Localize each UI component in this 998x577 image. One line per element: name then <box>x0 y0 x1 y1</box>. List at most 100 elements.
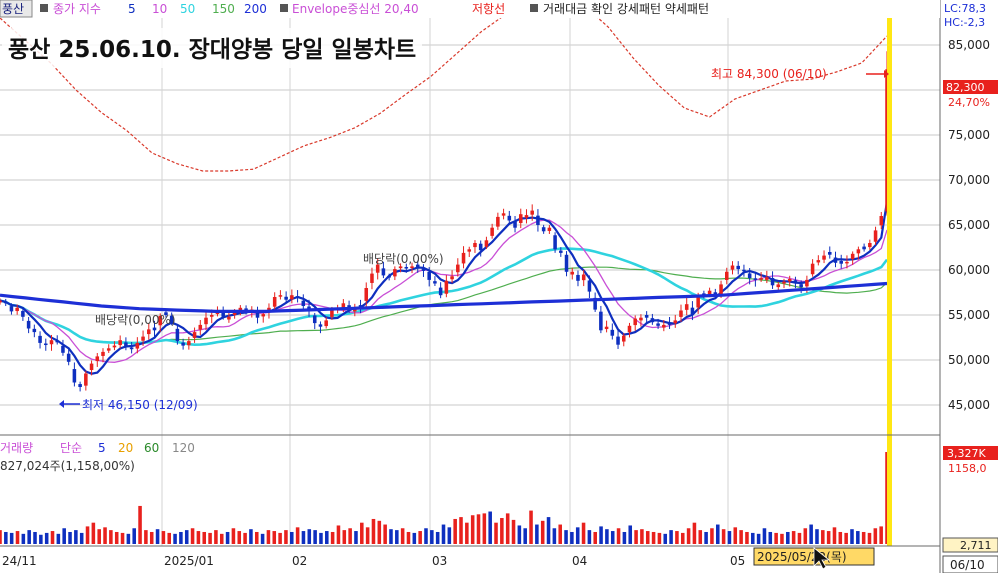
candle-body[interactable] <box>398 266 403 269</box>
candle-body[interactable] <box>599 311 603 331</box>
volume-bar[interactable] <box>715 524 720 545</box>
volume-bar[interactable] <box>430 530 434 545</box>
volume-bar[interactable] <box>721 529 726 545</box>
volume-bar[interactable] <box>692 522 697 545</box>
candle-body[interactable] <box>507 215 512 221</box>
candle-body[interactable] <box>3 301 8 304</box>
volume-bar[interactable] <box>74 530 78 545</box>
volume-bar[interactable] <box>704 531 708 545</box>
candle-body[interactable] <box>427 271 431 280</box>
volume-bar[interactable] <box>459 517 463 545</box>
volume-bar[interactable] <box>290 531 294 545</box>
candle-body[interactable] <box>713 292 718 296</box>
candle-body[interactable] <box>89 363 94 371</box>
candle-body[interactable] <box>272 297 277 307</box>
volume-bar[interactable] <box>278 532 282 545</box>
volume-bar[interactable] <box>552 528 557 545</box>
candle-body[interactable] <box>21 310 25 317</box>
candle-body[interactable] <box>879 216 884 226</box>
volume-bar[interactable] <box>447 527 452 545</box>
volume-bar[interactable] <box>319 532 323 545</box>
volume-bar[interactable] <box>675 531 679 545</box>
volume-bar[interactable] <box>243 532 247 545</box>
volume-bar[interactable] <box>9 532 14 545</box>
candle-body[interactable] <box>330 310 334 317</box>
candle-body[interactable] <box>850 253 855 260</box>
candle-body[interactable] <box>118 340 122 346</box>
volume-bar[interactable] <box>727 531 732 545</box>
volume-bar[interactable] <box>867 532 872 545</box>
candle-body[interactable] <box>364 288 369 301</box>
candle-body[interactable] <box>770 278 775 286</box>
candle-body[interactable] <box>112 345 117 348</box>
candle-body[interactable] <box>673 320 678 324</box>
volume-bar[interactable] <box>33 531 37 545</box>
volume-bar[interactable] <box>395 530 399 545</box>
candle-body[interactable] <box>782 281 786 284</box>
candle-body[interactable] <box>679 310 683 317</box>
candle-body[interactable] <box>444 280 449 294</box>
candle-body[interactable] <box>747 273 752 279</box>
volume-bar[interactable] <box>313 530 317 545</box>
candle-body[interactable] <box>278 295 283 297</box>
volume-bar[interactable] <box>126 533 131 545</box>
candle-body[interactable] <box>730 265 735 270</box>
candle-body[interactable] <box>530 210 534 215</box>
candle-body[interactable] <box>484 240 489 247</box>
candle-body[interactable] <box>822 255 826 260</box>
volume-bar[interactable] <box>97 529 101 545</box>
volume-bar[interactable] <box>710 528 714 545</box>
candle-body[interactable] <box>438 287 443 296</box>
volume-bar[interactable] <box>529 510 533 545</box>
candle-body[interactable] <box>536 215 540 225</box>
volume-bar[interactable] <box>91 522 96 545</box>
candle-body[interactable] <box>129 347 134 350</box>
candle-body[interactable] <box>261 314 266 317</box>
volume-bar[interactable] <box>815 529 819 545</box>
volume-bar[interactable] <box>879 526 883 545</box>
candle-body[interactable] <box>816 260 821 263</box>
volume-bar[interactable] <box>511 519 516 545</box>
candle-body[interactable] <box>227 316 231 320</box>
volume-bar[interactable] <box>465 522 469 545</box>
volume-bar[interactable] <box>680 532 685 545</box>
volume-bar[interactable] <box>109 530 113 545</box>
candle-body[interactable] <box>66 353 71 362</box>
candle-body[interactable] <box>284 296 288 300</box>
candle-body[interactable] <box>353 308 357 312</box>
candle-body[interactable] <box>501 213 506 216</box>
volume-bar[interactable] <box>179 531 183 545</box>
volume-bar[interactable] <box>62 528 66 545</box>
candle-body[interactable] <box>496 216 500 227</box>
volume-bar[interactable] <box>173 533 177 545</box>
candle-body[interactable] <box>656 323 660 326</box>
candle-body[interactable] <box>232 311 237 315</box>
volume-bar[interactable] <box>138 505 142 545</box>
volume-bar[interactable] <box>663 533 668 545</box>
candle-body[interactable] <box>724 271 729 280</box>
candle-body[interactable] <box>255 310 260 318</box>
candle-body[interactable] <box>776 284 781 288</box>
volume-bar[interactable] <box>330 531 335 545</box>
volume-bar[interactable] <box>348 528 352 545</box>
candle-body[interactable] <box>381 268 386 276</box>
candle-body[interactable] <box>593 297 597 310</box>
legend-stock[interactable]: 풍산 <box>2 2 24 16</box>
candle-body[interactable] <box>524 215 529 218</box>
candle-body[interactable] <box>862 246 866 250</box>
candle-body[interactable] <box>839 261 843 264</box>
candle-body[interactable] <box>55 340 59 343</box>
volume-bar[interactable] <box>377 520 382 545</box>
candle-body[interactable] <box>238 307 243 312</box>
volume-bar[interactable] <box>144 530 148 545</box>
volume-bar[interactable] <box>68 531 72 545</box>
volume-bar[interactable] <box>669 530 673 545</box>
candle-body[interactable] <box>633 318 637 326</box>
volume-bar[interactable] <box>546 517 551 545</box>
volume-bar[interactable] <box>593 531 597 545</box>
candle-body[interactable] <box>570 271 575 275</box>
volume-bar[interactable] <box>365 527 370 545</box>
volume-bar[interactable] <box>360 522 364 545</box>
volume-bar[interactable] <box>523 528 527 545</box>
candle-body[interactable] <box>32 328 37 333</box>
